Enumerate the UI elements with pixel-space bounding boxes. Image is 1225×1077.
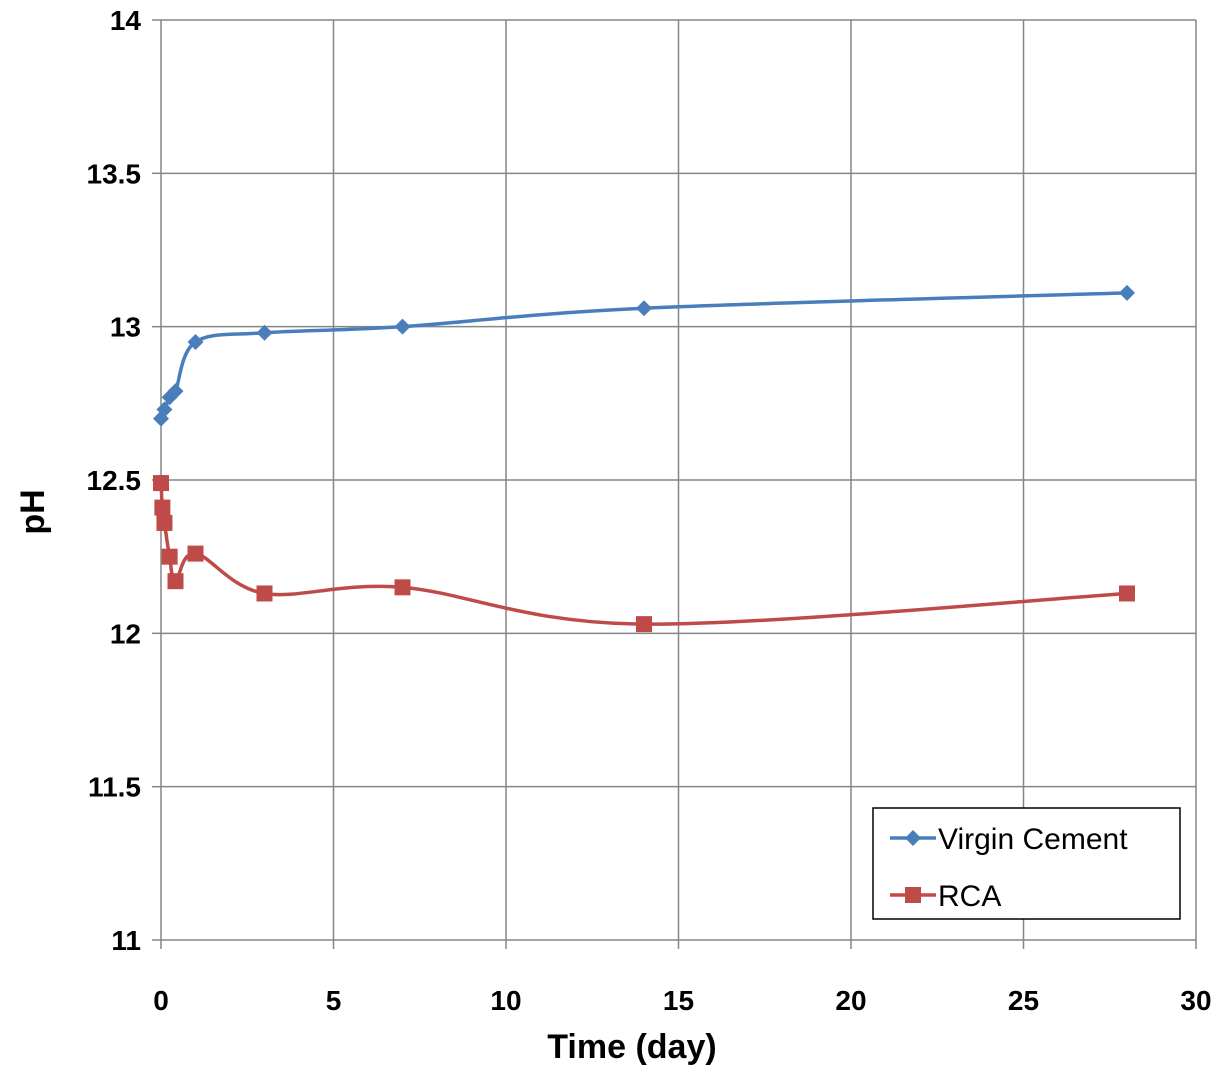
data-point-virgin-cement: [156, 401, 173, 418]
legend-label: RCA: [938, 880, 1001, 913]
y-tick-label: 14: [110, 5, 142, 36]
y-tick-label: 11: [111, 925, 141, 956]
legend: Virgin Cement RCA: [872, 807, 1181, 920]
y-tick-labels: 11 11.5 12 12.5 13 13.5 14: [87, 5, 142, 956]
data-point-rca: [187, 545, 204, 562]
legend-swatch-marker: [905, 887, 921, 903]
gridlines: [161, 19, 1197, 940]
x-tick-label: 20: [835, 985, 866, 1016]
data-point-rca: [156, 514, 173, 531]
legend-swatch-marker: [905, 830, 921, 846]
series-virgin-cement: [153, 284, 1135, 427]
legend-items: Virgin Cement RCA: [890, 823, 1128, 913]
x-axis-title: Time (day): [547, 1028, 716, 1066]
data-point-virgin-cement: [167, 383, 184, 400]
series-rca: [153, 475, 1135, 633]
x-tick-labels: 0 5 10 15 20 25 30: [153, 985, 1211, 1016]
y-tick-label: 11.5: [88, 772, 141, 803]
y-axis-title: pH: [14, 489, 52, 534]
data-point-virgin-cement: [1119, 284, 1135, 301]
data-point-virgin-cement: [394, 318, 411, 335]
data-point-rca: [153, 475, 169, 492]
x-tick-label: 30: [1180, 985, 1211, 1016]
x-tick-label: 5: [326, 985, 342, 1016]
x-tick-label: 25: [1008, 985, 1039, 1016]
x-tick-label: 15: [663, 985, 694, 1016]
data-point-rca: [154, 499, 171, 516]
series: [153, 284, 1135, 633]
legend-item-virgin-cement: Virgin Cement: [890, 823, 1128, 856]
y-tick-label: 13: [110, 312, 141, 343]
legend-label: Virgin Cement: [938, 823, 1128, 856]
legend-item-rca: RCA: [890, 880, 1001, 913]
data-point-rca: [256, 585, 273, 602]
data-point-rca: [1119, 585, 1135, 602]
x-tick-label: 10: [490, 985, 521, 1016]
data-point-rca: [161, 548, 178, 565]
legend-box: [872, 807, 1181, 920]
y-tick-label: 13.5: [87, 158, 142, 189]
data-point-virgin-cement: [636, 300, 652, 317]
data-point-rca: [636, 616, 652, 633]
data-point-rca: [167, 573, 184, 590]
x-tick-label: 0: [153, 985, 169, 1016]
y-tick-label: 12.5: [87, 465, 142, 496]
data-point-virgin-cement: [187, 334, 204, 350]
data-point-virgin-cement: [256, 324, 273, 341]
data-point-rca: [394, 579, 411, 596]
y-tick-label: 12: [110, 618, 141, 649]
